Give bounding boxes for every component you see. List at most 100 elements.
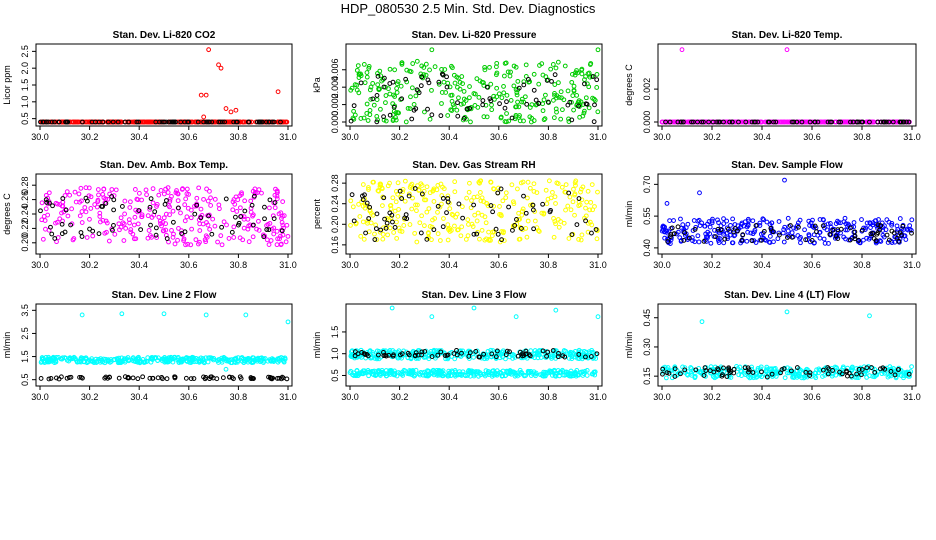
data-point bbox=[352, 112, 358, 118]
data-point bbox=[904, 226, 910, 232]
data-point bbox=[594, 85, 600, 90]
data-point bbox=[102, 230, 108, 236]
data-point bbox=[515, 99, 520, 105]
panel-5: Stan. Dev. Gas Stream RH percent 30.0 30.2 3… bbox=[312, 160, 607, 270]
data-point bbox=[889, 228, 895, 234]
data-point bbox=[204, 186, 209, 192]
x-tick-label: 30.4 bbox=[753, 260, 771, 270]
data-point bbox=[667, 119, 673, 125]
data-point bbox=[69, 206, 75, 212]
data-point bbox=[200, 356, 206, 361]
data-point bbox=[378, 227, 384, 233]
data-point bbox=[751, 238, 757, 244]
data-point bbox=[174, 188, 179, 193]
data-point bbox=[771, 119, 777, 125]
data-point bbox=[270, 213, 276, 219]
data-point bbox=[87, 216, 92, 222]
data-point bbox=[241, 119, 247, 125]
y-tick-label: 0.22 bbox=[20, 220, 30, 238]
data-point bbox=[467, 105, 473, 111]
data-point bbox=[727, 119, 733, 125]
data-point bbox=[394, 235, 400, 241]
data-point bbox=[361, 236, 367, 242]
data-point bbox=[371, 102, 377, 108]
outlier-point bbox=[216, 62, 221, 68]
data-point bbox=[451, 72, 457, 78]
data-point bbox=[367, 87, 373, 93]
y-axis-label: degrees C bbox=[2, 193, 12, 235]
data-point bbox=[552, 72, 558, 78]
data-point bbox=[441, 216, 446, 221]
data-point bbox=[436, 79, 442, 85]
y-tick-label: 0.006 bbox=[330, 58, 340, 81]
data-point bbox=[97, 359, 103, 365]
data-point bbox=[809, 119, 815, 125]
data-point bbox=[452, 356, 458, 362]
data-point bbox=[689, 235, 695, 240]
data-point bbox=[374, 97, 380, 102]
data-point bbox=[231, 356, 237, 362]
data-point bbox=[589, 222, 595, 228]
data-point bbox=[904, 119, 909, 125]
data-point bbox=[494, 60, 500, 66]
outlier-point bbox=[79, 312, 85, 318]
data-point bbox=[275, 236, 281, 242]
data-point bbox=[208, 195, 213, 201]
data-point bbox=[884, 217, 890, 223]
data-point bbox=[278, 233, 283, 239]
data-point bbox=[230, 207, 236, 213]
data-point bbox=[432, 64, 438, 70]
data-point bbox=[365, 220, 370, 226]
data-point bbox=[206, 213, 211, 219]
data-point bbox=[163, 186, 169, 192]
panel-9: Stan. Dev. Line 4 (LT) Flow ml/min 30.0 30.… bbox=[624, 290, 921, 402]
data-point bbox=[394, 81, 400, 87]
data-point bbox=[484, 114, 490, 120]
data-point bbox=[563, 182, 569, 187]
data-point bbox=[541, 117, 547, 123]
data-point bbox=[110, 227, 115, 233]
data-point bbox=[46, 376, 52, 382]
data-point bbox=[410, 61, 416, 66]
x-tick-label: 30.2 bbox=[703, 392, 721, 402]
data-point bbox=[768, 226, 774, 231]
x-tick-label: 30.8 bbox=[540, 392, 558, 402]
x-tick-label: 30.6 bbox=[180, 260, 198, 270]
data-point bbox=[700, 119, 706, 125]
data-point bbox=[477, 190, 483, 195]
data-point bbox=[455, 100, 460, 106]
data-point bbox=[249, 119, 255, 125]
data-point bbox=[445, 237, 451, 243]
y-tick-label: 0.70 bbox=[642, 176, 652, 194]
data-point bbox=[569, 71, 575, 77]
data-point bbox=[366, 216, 372, 221]
y-tick-label: 1.0 bbox=[20, 96, 30, 109]
data-point bbox=[663, 375, 669, 381]
y-axis-label: ml/min bbox=[624, 201, 634, 228]
data-point bbox=[419, 183, 425, 188]
data-point bbox=[752, 227, 758, 233]
data-point bbox=[555, 59, 561, 65]
data-point bbox=[368, 220, 374, 226]
data-point bbox=[485, 348, 491, 354]
data-point bbox=[471, 231, 477, 237]
y-tick-label: 0.20 bbox=[20, 234, 30, 252]
data-point bbox=[425, 106, 430, 112]
data-point bbox=[508, 69, 513, 75]
data-point bbox=[176, 226, 181, 231]
y-axis-label: ml/min bbox=[312, 332, 322, 359]
data-point bbox=[357, 214, 363, 219]
data-point bbox=[886, 237, 892, 243]
data-point bbox=[488, 203, 494, 208]
data-point bbox=[442, 67, 448, 72]
series-main bbox=[39, 47, 290, 125]
data-point bbox=[285, 233, 291, 239]
data-point bbox=[169, 194, 174, 199]
data-point bbox=[489, 107, 495, 113]
data-point bbox=[836, 119, 842, 125]
outlier-point bbox=[223, 366, 229, 372]
data-point bbox=[48, 376, 54, 381]
data-point bbox=[378, 73, 384, 79]
data-point bbox=[464, 195, 470, 201]
data-point bbox=[97, 214, 103, 219]
